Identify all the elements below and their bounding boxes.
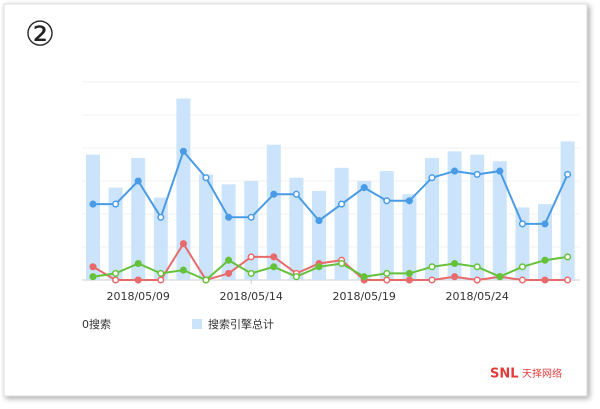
point <box>405 269 413 277</box>
point <box>225 269 233 277</box>
bar <box>289 177 304 280</box>
point <box>383 197 391 205</box>
legend-label: 0搜索 <box>82 317 111 331</box>
point <box>157 276 165 284</box>
bar <box>402 194 417 280</box>
line <box>92 241 568 282</box>
bar <box>515 207 530 280</box>
point <box>541 276 549 284</box>
point <box>202 174 210 182</box>
point <box>157 213 165 221</box>
point <box>112 200 120 208</box>
point <box>112 276 120 284</box>
point <box>473 263 481 271</box>
point <box>225 256 233 264</box>
x-tick-label: 2018/05/24 <box>445 290 508 303</box>
legend-label: 搜索引擎总计 <box>208 317 274 331</box>
point <box>541 220 549 228</box>
point <box>564 170 572 178</box>
point <box>360 273 368 281</box>
point <box>270 253 278 261</box>
point <box>496 273 504 281</box>
point <box>315 217 323 225</box>
point <box>428 174 436 182</box>
point <box>451 273 459 281</box>
point <box>157 269 165 277</box>
point <box>496 167 504 175</box>
point <box>270 263 278 271</box>
x-tick-label: 2018/05/09 <box>106 290 169 303</box>
x-tick-label: 2018/05/14 <box>219 290 282 303</box>
bar <box>108 187 123 280</box>
bar <box>312 190 326 280</box>
point <box>89 263 97 271</box>
point <box>179 266 187 274</box>
badge: ② <box>25 15 55 55</box>
point <box>292 190 300 198</box>
watermark-name: 天择网络 <box>522 367 562 380</box>
point <box>270 190 278 198</box>
bar <box>176 98 191 280</box>
bar <box>425 157 439 280</box>
point <box>338 200 346 208</box>
point <box>179 147 187 155</box>
point <box>405 276 413 284</box>
bar <box>492 161 507 280</box>
point <box>247 213 255 221</box>
point <box>134 276 142 284</box>
point <box>315 263 323 271</box>
x-tick-label: 2018/05/19 <box>332 290 395 303</box>
point <box>428 263 436 271</box>
point <box>338 259 346 268</box>
point <box>360 184 368 192</box>
line <box>93 149 569 225</box>
bar <box>199 174 213 280</box>
point <box>247 253 255 261</box>
point <box>564 276 572 284</box>
point <box>225 213 233 221</box>
point <box>247 269 255 277</box>
point <box>292 273 300 281</box>
point <box>541 256 549 264</box>
point <box>428 276 436 284</box>
bar <box>357 181 372 280</box>
point <box>405 197 413 205</box>
point <box>451 167 459 175</box>
point <box>451 259 459 268</box>
point <box>473 170 481 178</box>
line <box>92 255 568 282</box>
point <box>179 240 187 248</box>
point <box>134 177 142 185</box>
bar <box>244 181 259 280</box>
point <box>564 253 572 261</box>
point <box>134 259 142 268</box>
watermark-brand: SNL <box>490 367 519 382</box>
point <box>112 269 120 277</box>
bar <box>334 167 349 280</box>
legend-swatch <box>192 319 202 329</box>
point <box>383 269 391 277</box>
bar <box>560 141 575 280</box>
bar <box>86 154 100 280</box>
point <box>518 220 526 228</box>
bar <box>379 171 394 280</box>
point <box>518 263 526 271</box>
point <box>473 276 481 284</box>
point <box>89 200 97 208</box>
point <box>383 276 391 284</box>
bar <box>470 154 485 280</box>
bar <box>221 184 236 280</box>
bar <box>266 144 281 280</box>
bar <box>153 197 168 280</box>
point <box>89 273 97 281</box>
bar <box>447 151 462 280</box>
point <box>518 276 526 284</box>
point <box>202 276 210 284</box>
